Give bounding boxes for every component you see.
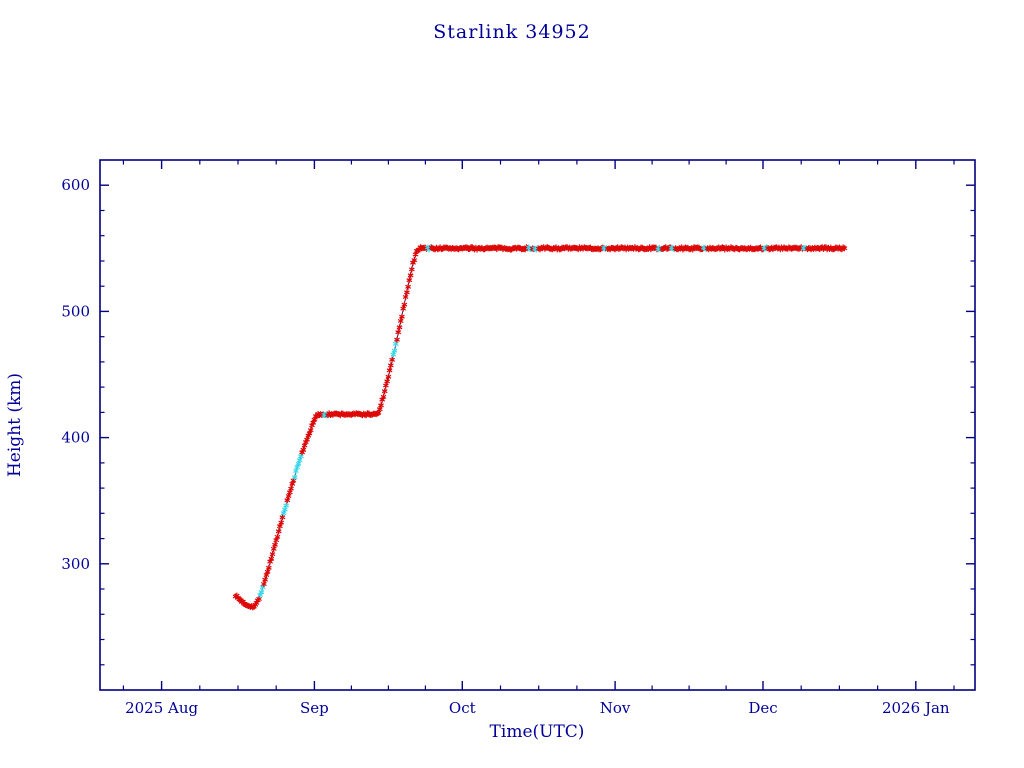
data-point-marker: [269, 551, 276, 558]
x-axis-label: Time(UTC): [490, 722, 585, 742]
data-point-marker: [406, 277, 413, 284]
data-point-marker: [411, 257, 418, 264]
data-point-marker: [408, 266, 415, 273]
x-tick-label: Dec: [748, 699, 777, 717]
x-tick-label: 2025 Aug: [125, 699, 198, 717]
data-point-marker: [265, 564, 272, 571]
x-tick-label: Oct: [449, 699, 476, 717]
data-point-marker: [275, 528, 282, 535]
data-point-marker: [404, 289, 410, 296]
tick-labels: 2025 Aug Sep Oct Nov Dec 2026 Jan 300 400 500 600: [61, 176, 950, 717]
y-tick-label: 300: [61, 555, 90, 573]
data-point-marker: [268, 555, 275, 562]
trajectory-line: [235, 247, 845, 608]
data-point-marker: [389, 356, 395, 363]
data-point-marker: [300, 446, 307, 453]
data-point-marker: [394, 336, 400, 343]
data-point-marker: [401, 301, 408, 308]
data-point-marker: [395, 329, 402, 336]
data-point-marker: [286, 489, 293, 496]
x-tick-label: Nov: [600, 699, 631, 717]
data-point-marker: [279, 514, 286, 521]
data-point-marker: [288, 485, 294, 492]
data-point-marker: [385, 373, 392, 380]
data-point-marker: [291, 474, 298, 481]
data-point-marker: [307, 427, 314, 434]
data-point-marker: [380, 393, 387, 400]
data-point-marker: [274, 533, 281, 540]
data-point-marker: [384, 378, 390, 385]
data-point-marker: [397, 318, 404, 324]
data-point-marker: [261, 581, 267, 587]
data-point-marker: [392, 340, 399, 347]
data-series: [232, 244, 848, 611]
data-point-marker: [272, 541, 278, 548]
data-point-marker: [264, 568, 271, 575]
data-point-marker: [383, 382, 389, 389]
chart-title: Starlink 34952: [433, 21, 590, 43]
data-point-marker: [402, 294, 409, 300]
axis-ticks: [100, 160, 975, 690]
y-axis-label: Height (km): [5, 373, 25, 477]
x-tick-label: Sep: [300, 699, 329, 717]
data-point-marker: [400, 305, 407, 312]
data-point-marker: [258, 589, 265, 596]
data-point-marker: [283, 502, 289, 509]
data-point-marker: [378, 402, 384, 409]
y-tick-label: 500: [61, 302, 90, 320]
axes-frame: [99, 159, 976, 691]
data-point-marker: [399, 313, 405, 320]
data-point-marker: [270, 545, 277, 552]
data-point-marker: [295, 460, 302, 467]
data-point-marker: [407, 272, 414, 279]
data-point-marker: [390, 351, 397, 358]
data-point-marker: [386, 367, 393, 374]
data-point-marker: [278, 519, 285, 526]
x-tick-label: 2026 Jan: [882, 699, 950, 717]
data-point-marker: [405, 283, 411, 290]
y-tick-label: 400: [61, 429, 90, 447]
data-point-marker: [381, 388, 388, 395]
data-point-marker: [284, 497, 291, 504]
plot-frame: [99, 159, 976, 691]
data-point-marker: [841, 245, 848, 252]
data-point-marker: [412, 251, 419, 258]
data-point-marker: [262, 576, 268, 583]
y-tick-label: 600: [61, 176, 90, 194]
data-point-marker: [391, 347, 398, 354]
data-point-marker: [396, 324, 403, 331]
data-point-marker: [387, 362, 394, 369]
